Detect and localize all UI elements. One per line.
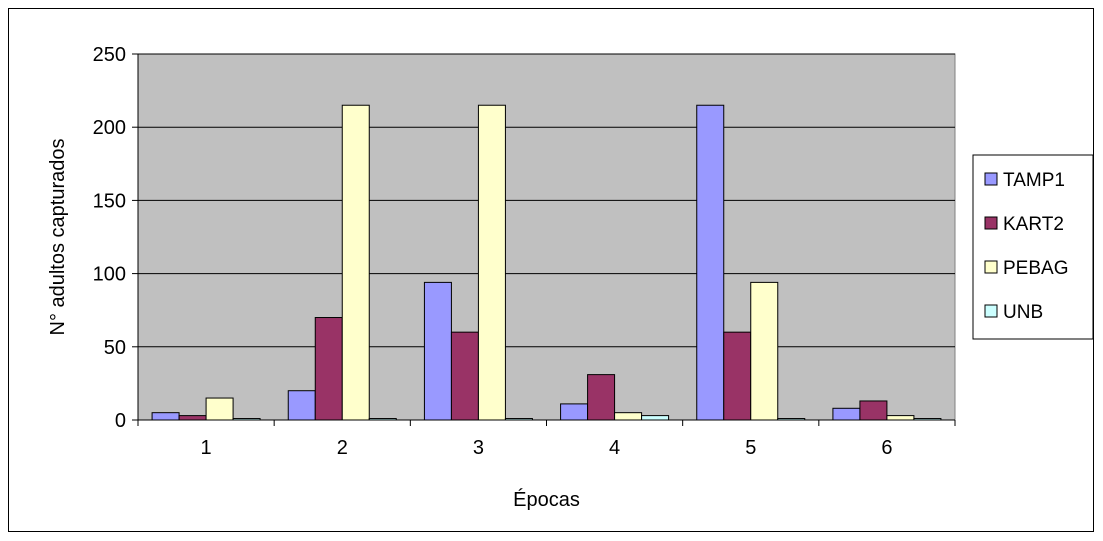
bar-tamp1-2 — [287, 390, 316, 421]
y-tick-label: 150 — [93, 190, 126, 212]
y-tick-label: 200 — [93, 117, 126, 139]
bar-kart2-2 — [314, 317, 343, 421]
x-tick-label: 6 — [881, 437, 892, 459]
bar-kart2-1 — [178, 415, 207, 421]
plot-area — [137, 53, 956, 421]
bar-pebag-3 — [477, 104, 506, 421]
x-tick-label: 2 — [337, 437, 348, 459]
bar-tamp1-4 — [560, 403, 589, 421]
y-axis-label: N° adultos capturados — [47, 138, 69, 335]
bar-tamp1-6 — [832, 407, 861, 421]
bar-pebag-6 — [886, 415, 915, 421]
legend-label-pebag: PEBAG — [1003, 258, 1068, 279]
x-tick-label: 3 — [473, 437, 484, 459]
bar-pebag-4 — [614, 412, 643, 421]
x-tick-label: 4 — [609, 437, 620, 459]
x-axis-label: Épocas — [513, 488, 580, 511]
bar-pebag-2 — [341, 104, 370, 421]
legend-swatch-unb — [984, 304, 998, 318]
legend-swatch-kart2 — [984, 216, 998, 230]
x-tick-label: 5 — [745, 437, 756, 459]
bar-pebag-5 — [750, 281, 779, 421]
y-tick-labels: 0 50 100 150 200 250 — [93, 44, 126, 432]
y-tick-label: 100 — [93, 264, 126, 286]
bar-kart2-4 — [587, 374, 616, 421]
legend-label-unb: UNB — [1003, 302, 1043, 323]
x-tick-labels: 1 2 3 4 5 6 — [201, 437, 893, 459]
legend-swatch-pebag — [984, 260, 998, 274]
axes — [132, 53, 956, 426]
bar-tamp1-5 — [696, 104, 725, 421]
bar-pebag-1 — [205, 397, 234, 421]
bars — [151, 104, 942, 421]
legend-label-tamp1: TAMP1 — [1003, 170, 1065, 191]
x-tick-label: 1 — [201, 437, 212, 459]
gridlines — [138, 53, 955, 348]
bar-tamp1-1 — [151, 412, 180, 421]
y-tick-label: 0 — [115, 410, 126, 432]
bar-kart2-6 — [859, 400, 888, 421]
bar-kart2-3 — [450, 331, 479, 421]
bar-tamp1-3 — [423, 281, 452, 421]
legend: TAMP1 KART2 PEBAG UNB — [972, 154, 1094, 340]
bar-unb-4 — [641, 415, 670, 421]
bar-kart2-5 — [723, 331, 752, 421]
legend-label-kart2: KART2 — [1003, 214, 1064, 235]
legend-swatch-tamp1 — [984, 172, 998, 186]
y-tick-label: 250 — [93, 44, 126, 66]
y-tick-label: 50 — [104, 337, 126, 359]
